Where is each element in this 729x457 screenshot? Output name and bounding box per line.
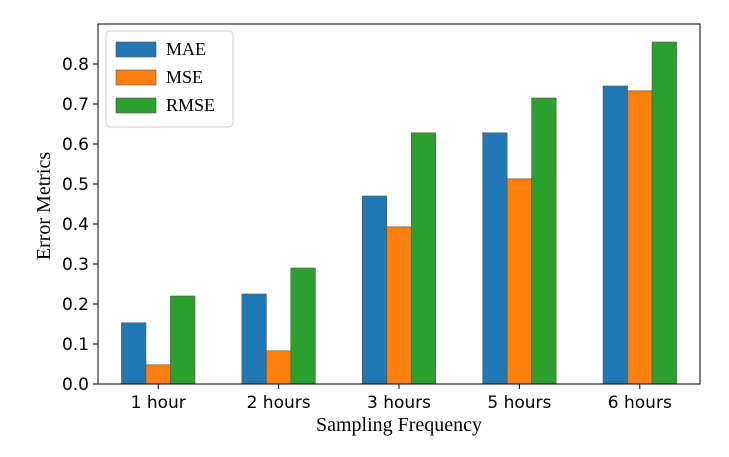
x-axis-title: Sampling Frequency <box>316 414 482 436</box>
plot-frame <box>97 23 701 385</box>
x-axis-ticks: 1 hour 2 hours 3 hours 5 hours 6 hours <box>131 384 672 413</box>
x-tick-label: 5 hours <box>487 393 551 413</box>
legend-swatch-mse <box>115 69 157 86</box>
bar-mse-1 <box>145 364 171 385</box>
y-tick-label: 0.8 <box>62 55 89 75</box>
bar-mse-3 <box>386 226 412 385</box>
y-tick-label: 0.3 <box>62 255 89 275</box>
legend-swatch-mae <box>115 41 157 58</box>
bar-mse-4 <box>506 178 532 385</box>
y-axis-title: Error Metrics <box>33 152 55 261</box>
bar-mse-5 <box>627 90 653 385</box>
bar-mae-2 <box>241 293 267 385</box>
legend: MAE MSE RMSE <box>105 30 234 128</box>
bar-mae-4 <box>482 132 508 385</box>
bar-mse-2 <box>266 350 292 385</box>
bar-mae-3 <box>361 195 388 385</box>
x-tick-label: 2 hours <box>247 393 311 413</box>
bar-mae-5 <box>602 85 628 385</box>
bars-group <box>121 41 677 385</box>
y-tick-label: 0.7 <box>62 95 89 115</box>
legend-swatch-rmse <box>115 97 157 114</box>
y-tick-label: 0.4 <box>62 215 89 235</box>
y-tick-label: 0.2 <box>62 295 89 315</box>
bar-rmse-3 <box>410 132 437 385</box>
y-tick-label: 0.5 <box>62 175 89 195</box>
y-axis-ticks: 0.0 0.1 0.2 0.3 0.4 0.5 0.6 0.7 0.8 <box>62 55 98 395</box>
y-tick-label: 0.1 <box>62 335 89 355</box>
y-tick-label: 0.6 <box>62 135 89 155</box>
bar-rmse-5 <box>651 41 677 385</box>
y-tick-label: 0.0 <box>62 375 89 395</box>
bar-rmse-1 <box>170 295 196 385</box>
bar-rmse-2 <box>290 267 316 385</box>
x-tick-label: 6 hours <box>608 393 672 413</box>
bar-rmse-4 <box>531 97 557 385</box>
legend-label-mae: MAE <box>166 39 206 59</box>
legend-label-rmse: RMSE <box>166 95 215 115</box>
bar-mae-1 <box>121 322 147 385</box>
x-tick-label: 1 hour <box>131 393 186 413</box>
legend-label-mse: MSE <box>166 67 203 87</box>
x-tick-label: 3 hours <box>367 393 431 413</box>
